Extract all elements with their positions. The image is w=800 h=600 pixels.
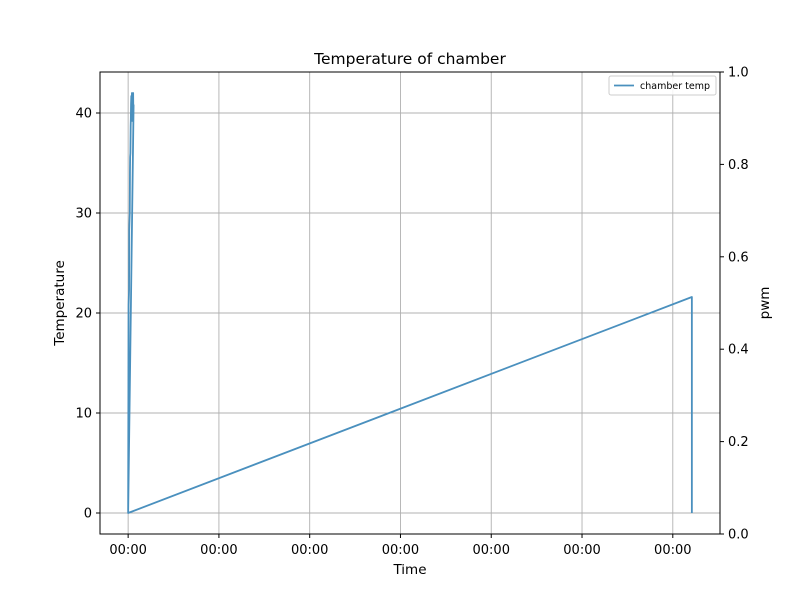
x-tick-label: 00:00 bbox=[654, 543, 691, 558]
y2-tick-label: 0.8 bbox=[728, 158, 749, 173]
y-axis-right: 0.0 0.2 0.4 0.6 0.8 1.0 bbox=[720, 66, 749, 543]
x-tick-label: 00:00 bbox=[200, 543, 237, 558]
y2-tick-label: 0.6 bbox=[728, 250, 749, 265]
legend-box bbox=[608, 75, 717, 96]
y-tick-label: 20 bbox=[75, 307, 92, 322]
legend: chamber temp bbox=[608, 75, 717, 96]
grid-lines bbox=[100, 72, 720, 534]
x-axis-title: Time bbox=[392, 562, 426, 578]
x-tick-label: 00:00 bbox=[109, 543, 146, 558]
y2-tick-label: 0.2 bbox=[728, 435, 749, 450]
series-layer bbox=[127, 92, 693, 514]
y-tick-label: 0 bbox=[84, 507, 92, 522]
y2-axis-title: pwm bbox=[757, 287, 773, 320]
chart-title: Temperature of chamber bbox=[313, 50, 506, 68]
y-tick-label: 30 bbox=[75, 207, 92, 222]
y-axis-left: 0 10 20 30 40 bbox=[75, 107, 100, 522]
x-tick-label: 00:00 bbox=[291, 543, 328, 558]
y2-tick-label: 0.4 bbox=[728, 343, 749, 358]
series-line-chamber-temp bbox=[127, 92, 693, 514]
x-tick-label: 00:00 bbox=[473, 543, 510, 558]
y-tick-label: 40 bbox=[75, 107, 92, 122]
x-axis: 00:00 00:00 00:00 00:00 00:00 00:00 00:00 bbox=[109, 534, 692, 558]
legend-label-chamber-temp: chamber temp bbox=[640, 81, 710, 92]
x-tick-label: 00:00 bbox=[382, 543, 419, 558]
y2-tick-label: 0.0 bbox=[728, 528, 749, 543]
x-tick-label: 00:00 bbox=[563, 543, 600, 558]
y2-tick-label: 1.0 bbox=[728, 66, 749, 81]
plot-frame bbox=[99, 71, 721, 535]
y-axis-title: Temperature bbox=[52, 260, 68, 347]
y-tick-label: 10 bbox=[75, 407, 92, 422]
